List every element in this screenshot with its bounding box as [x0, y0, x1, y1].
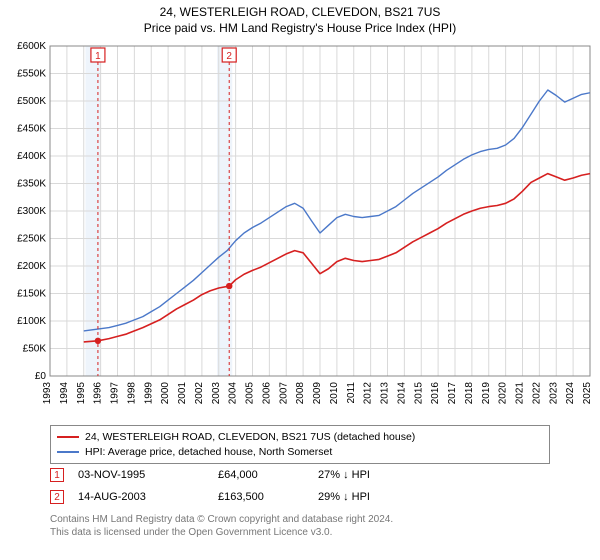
chart-title: 24, WESTERLEIGH ROAD, CLEVEDON, BS21 7US…: [0, 4, 600, 36]
price-chart: £0 £50K £100K £150K £200K £250K £300K £350K £400…: [0, 40, 600, 420]
svg-text:2018: 2018: [464, 382, 475, 405]
svg-text:2009: 2009: [312, 382, 323, 405]
svg-text:1995: 1995: [76, 382, 87, 405]
svg-text:£450K: £450K: [17, 124, 46, 135]
sale-marker-badge-2: 2: [50, 490, 64, 504]
svg-text:£550K: £550K: [17, 69, 46, 80]
svg-text:1999: 1999: [143, 382, 154, 405]
svg-text:2016: 2016: [430, 382, 441, 405]
svg-text:1993: 1993: [42, 382, 53, 405]
sale-marker-price-2: £163,500: [218, 491, 318, 503]
footer: Contains HM Land Registry data © Crown c…: [50, 513, 570, 539]
svg-text:2007: 2007: [278, 382, 289, 405]
svg-text:£150K: £150K: [17, 289, 46, 300]
svg-text:2010: 2010: [329, 382, 340, 405]
svg-text:1: 1: [95, 51, 101, 62]
svg-text:£400K: £400K: [17, 151, 46, 162]
svg-text:£200K: £200K: [17, 261, 46, 272]
svg-text:2014: 2014: [396, 382, 407, 405]
sale-marker-diff-1: 27% ↓ HPI: [318, 469, 550, 481]
svg-text:£50K: £50K: [23, 344, 47, 355]
title-line-1: 24, WESTERLEIGH ROAD, CLEVEDON, BS21 7US: [0, 4, 600, 20]
sale-marker-row: 1 03-NOV-1995 £64,000 27% ↓ HPI: [50, 464, 550, 486]
svg-text:£0: £0: [35, 371, 47, 382]
sale-marker-badge-1: 1: [50, 468, 64, 482]
sale-marker-price-1: £64,000: [218, 469, 318, 481]
svg-text:£500K: £500K: [17, 96, 46, 107]
svg-text:£250K: £250K: [17, 234, 46, 245]
svg-text:2025: 2025: [582, 382, 593, 405]
svg-text:1994: 1994: [59, 382, 70, 405]
svg-text:2003: 2003: [211, 382, 222, 405]
sale-markers-table: 1 03-NOV-1995 £64,000 27% ↓ HPI 2 14-AUG…: [50, 464, 550, 508]
footer-line-2: This data is licensed under the Open Gov…: [50, 526, 570, 539]
svg-text:2005: 2005: [245, 382, 256, 405]
legend: 24, WESTERLEIGH ROAD, CLEVEDON, BS21 7US…: [50, 425, 550, 464]
footer-line-1: Contains HM Land Registry data © Crown c…: [50, 513, 570, 526]
svg-text:£100K: £100K: [17, 316, 46, 327]
sale-marker-row: 2 14-AUG-2003 £163,500 29% ↓ HPI: [50, 486, 550, 508]
sale-marker-date-1: 03-NOV-1995: [78, 469, 218, 481]
legend-swatch-hpi: [57, 451, 79, 453]
svg-text:2012: 2012: [363, 382, 374, 405]
svg-text:£600K: £600K: [17, 41, 46, 52]
svg-text:2023: 2023: [548, 382, 559, 405]
svg-text:2: 2: [226, 51, 232, 62]
svg-text:1997: 1997: [110, 382, 121, 405]
svg-text:1998: 1998: [126, 382, 137, 405]
svg-text:2019: 2019: [481, 382, 492, 405]
svg-text:2013: 2013: [380, 382, 391, 405]
legend-item-hpi: HPI: Average price, detached house, Nort…: [57, 445, 543, 460]
svg-text:2011: 2011: [346, 382, 357, 404]
svg-text:2006: 2006: [261, 382, 272, 405]
svg-text:£300K: £300K: [17, 206, 46, 217]
chart-svg: £0 £50K £100K £150K £200K £250K £300K £350K £400…: [0, 40, 600, 420]
svg-text:1996: 1996: [93, 382, 104, 405]
svg-text:2024: 2024: [565, 382, 576, 405]
legend-swatch-price-paid: [57, 436, 79, 438]
svg-text:£350K: £350K: [17, 179, 46, 190]
sale-marker-diff-2: 29% ↓ HPI: [318, 491, 550, 503]
svg-text:2017: 2017: [447, 382, 458, 405]
svg-text:2021: 2021: [515, 382, 526, 405]
svg-text:2008: 2008: [295, 382, 306, 405]
svg-text:2001: 2001: [177, 382, 188, 405]
svg-text:2002: 2002: [194, 382, 205, 405]
svg-text:2020: 2020: [498, 382, 509, 405]
title-line-2: Price paid vs. HM Land Registry's House …: [0, 20, 600, 36]
legend-item-price-paid: 24, WESTERLEIGH ROAD, CLEVEDON, BS21 7US…: [57, 430, 543, 445]
sale-marker-date-2: 14-AUG-2003: [78, 491, 218, 503]
svg-text:2000: 2000: [160, 382, 171, 405]
svg-text:2022: 2022: [531, 382, 542, 405]
svg-text:2004: 2004: [228, 382, 239, 405]
svg-text:2015: 2015: [413, 382, 424, 405]
legend-label-hpi: HPI: Average price, detached house, Nort…: [85, 445, 332, 460]
legend-label-price-paid: 24, WESTERLEIGH ROAD, CLEVEDON, BS21 7US…: [85, 430, 415, 445]
